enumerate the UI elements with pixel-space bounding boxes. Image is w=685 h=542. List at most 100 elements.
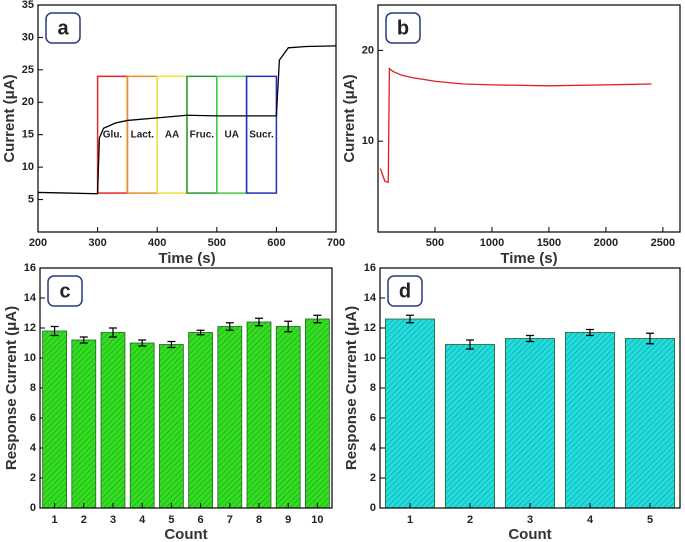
error-bar xyxy=(167,340,176,349)
x-tick-label: 700 xyxy=(327,237,345,249)
bar xyxy=(565,332,616,509)
y-tick-label: 16 xyxy=(24,262,36,274)
y-axis-label: Response Current (μA) xyxy=(3,306,20,470)
bar xyxy=(444,344,495,509)
y-tick-label: 20 xyxy=(22,96,34,108)
bar xyxy=(305,318,330,509)
error-bar xyxy=(225,322,234,331)
y-tick-label: 15 xyxy=(22,129,34,141)
x-tick-label: 2 xyxy=(81,514,87,526)
plot-frame xyxy=(379,267,681,509)
y-axis-label: Response Current (μA) xyxy=(343,306,360,470)
y-tick-label: 5 xyxy=(28,193,34,205)
bar xyxy=(42,330,67,509)
region-label: UA xyxy=(224,129,238,140)
plot-frame xyxy=(377,4,681,233)
y-tick-label: 30 xyxy=(22,31,34,43)
x-tick-label: 3 xyxy=(527,514,533,526)
bar xyxy=(217,326,243,509)
y-tick-label: 25 xyxy=(22,64,34,76)
x-tick-label: 600 xyxy=(267,237,285,249)
panel-label-box xyxy=(387,275,423,307)
x-axis-label: Time (s) xyxy=(158,250,215,267)
y-tick-label: 4 xyxy=(30,442,37,454)
y-tick-label: 2 xyxy=(370,472,376,484)
x-tick-label: 3 xyxy=(110,514,116,526)
bar xyxy=(100,332,126,509)
y-tick-label: 6 xyxy=(30,412,36,424)
y-axis-label: Current (μA) xyxy=(1,74,18,162)
x-tick-label: 1500 xyxy=(537,237,561,249)
error-bar xyxy=(50,325,59,337)
y-tick-label: 14 xyxy=(364,292,377,304)
y-axis-label: Current (μA) xyxy=(341,74,358,162)
x-tick-label: 300 xyxy=(88,237,106,249)
y-tick-label: 10 xyxy=(22,161,34,173)
y-tick-label: 4 xyxy=(370,442,377,454)
error-bar xyxy=(196,329,205,336)
error-bar xyxy=(466,339,474,350)
y-tick-label: 10 xyxy=(362,135,374,147)
region-label: Glu. xyxy=(103,129,123,140)
bar xyxy=(625,338,676,509)
x-axis-label: Time (s) xyxy=(500,250,557,267)
panel-label-box xyxy=(385,12,421,44)
panel-label: d xyxy=(399,280,411,302)
x-tick-label: 9 xyxy=(285,514,291,526)
x-tick-label: 1000 xyxy=(480,237,504,249)
y-tick-label: 12 xyxy=(364,322,376,334)
x-tick-label: 2 xyxy=(467,514,473,526)
region-label: Sucr. xyxy=(249,129,274,140)
y-tick-label: 0 xyxy=(370,502,376,514)
bar xyxy=(246,321,272,509)
x-tick-label: 5 xyxy=(168,514,174,526)
x-tick-label: 4 xyxy=(139,514,146,526)
bar xyxy=(71,339,97,509)
y-tick-label: 8 xyxy=(370,382,376,394)
bar xyxy=(188,332,213,509)
error-bar xyxy=(313,314,322,324)
y-tick-label: 6 xyxy=(370,412,376,424)
y-tick-label: 10 xyxy=(24,352,36,364)
bar xyxy=(159,344,184,509)
plot-frame xyxy=(39,267,333,509)
x-tick-label: 200 xyxy=(29,237,47,249)
x-tick-label: 2000 xyxy=(594,237,618,249)
y-tick-label: 0 xyxy=(30,502,36,514)
line-series xyxy=(379,67,652,183)
bar xyxy=(129,342,155,509)
x-tick-label: 5 xyxy=(647,514,653,526)
region-box xyxy=(245,75,278,194)
error-bar xyxy=(138,339,147,347)
region-label: AA xyxy=(165,129,179,140)
y-tick-label: 20 xyxy=(362,44,374,56)
x-tick-label: 1 xyxy=(52,514,58,526)
error-bar xyxy=(255,317,263,327)
error-bar xyxy=(109,327,117,338)
y-tick-label: 8 xyxy=(30,382,36,394)
y-tick-label: 35 xyxy=(22,0,34,11)
x-tick-label: 2500 xyxy=(651,237,675,249)
panel-label: b xyxy=(397,17,409,39)
y-tick-label: 14 xyxy=(24,292,37,304)
x-tick-label: 8 xyxy=(256,514,262,526)
y-tick-label: 2 xyxy=(30,472,36,484)
bar xyxy=(504,338,555,509)
region-label: Fruc. xyxy=(190,129,215,140)
x-tick-label: 4 xyxy=(587,514,594,526)
bar xyxy=(384,318,435,509)
y-tick-label: 12 xyxy=(24,322,36,334)
error-bar xyxy=(586,328,594,337)
x-tick-label: 500 xyxy=(208,237,226,249)
x-tick-label: 7 xyxy=(227,514,233,526)
x-tick-label: 6 xyxy=(198,514,204,526)
error-bar xyxy=(526,334,534,343)
panel-label-box xyxy=(45,12,81,44)
x-axis-label: Count xyxy=(164,526,207,542)
x-tick-label: 400 xyxy=(148,237,166,249)
x-axis-label: Count xyxy=(508,526,551,542)
x-tick-label: 1 xyxy=(407,514,413,526)
plot-frame xyxy=(37,4,337,233)
line-series xyxy=(37,45,337,195)
